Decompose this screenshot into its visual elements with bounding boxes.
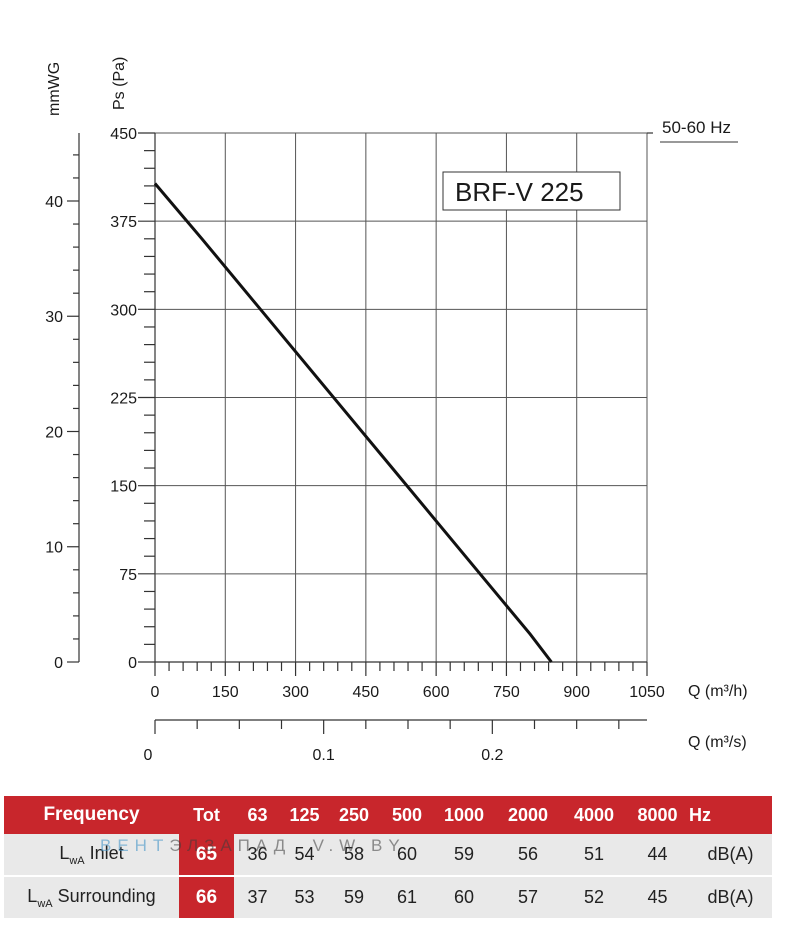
cell-surrounding-1000: 60 — [453, 887, 475, 907]
header-8000: 8000 — [637, 804, 678, 825]
axes — [67, 132, 653, 734]
cell-inlet-500: 60 — [396, 844, 418, 864]
cell-inlet-unit: dB(A) — [707, 844, 754, 864]
sound-power-table: Frequency Tot 63 125 250 500 1000 2000 4… — [4, 796, 772, 918]
x-tick-label: 600 — [423, 684, 450, 701]
header-250: 250 — [338, 804, 370, 825]
table-row-surrounding: LwA Surrounding 66 37 53 59 61 60 57 52 … — [4, 877, 772, 918]
cell-inlet-250: 58 — [343, 844, 365, 864]
grid — [155, 132, 648, 663]
model-label-box: BRF-V 225 — [442, 171, 621, 211]
header-unit-hz: Hz — [689, 804, 711, 825]
frequency-note-text: 50-60 Hz — [662, 118, 731, 137]
x-tick-label: 750 — [493, 684, 520, 701]
cell-inlet-125: 54 — [294, 844, 315, 864]
x-tick-label: 0 — [151, 684, 160, 701]
header-63: 63 — [247, 804, 268, 825]
cell-surrounding-2000: 57 — [517, 887, 539, 907]
x2-axis-title: Q (m³/s) — [688, 734, 747, 751]
pressure-curve-series — [153, 182, 553, 663]
x-axis-title: Q (m³/h) — [688, 683, 748, 700]
x-tick-label: 900 — [563, 684, 590, 701]
cell-inlet-tot: 65 — [179, 834, 234, 875]
x-tick-label: 450 — [353, 684, 380, 701]
frequency-note: 50-60 Hz — [660, 118, 738, 143]
header-500: 500 — [391, 804, 423, 825]
cell-surrounding-125: 53 — [294, 887, 315, 907]
y2-tick-label: 20 — [45, 424, 63, 441]
x2-tick-label: 0 — [144, 747, 153, 764]
y2-axis-title: mmWG — [46, 62, 63, 116]
header-2000: 2000 — [507, 804, 549, 825]
y2-tick-label: 30 — [45, 309, 63, 326]
y-tick-label: 375 — [110, 214, 137, 231]
cell-inlet-2000: 56 — [517, 844, 539, 864]
row-label-surrounding: LwA Surrounding — [27, 885, 156, 910]
cell-inlet-63: 36 — [247, 844, 268, 864]
y2-tick-label: 0 — [54, 655, 63, 672]
y-tick-label: 75 — [119, 567, 137, 584]
header-1000: 1000 — [443, 804, 485, 825]
x-tick-label: 1050 — [629, 684, 665, 701]
cell-surrounding-63: 37 — [247, 887, 268, 907]
y-tick-label: 300 — [110, 302, 137, 319]
chart-title: BRF-V 225 — [455, 177, 584, 207]
y-tick-label: 0 — [128, 655, 137, 672]
fan-curve-chart: 0 150 300 450 600 750 900 105007515022530037545… — [45, 57, 748, 764]
y2-tick-label: 40 — [45, 194, 63, 211]
y-tick-label: 450 — [110, 126, 137, 143]
row-label-inlet: LwA Inlet — [59, 842, 124, 867]
x2-tick-label: 0.1 — [313, 747, 335, 764]
header-125: 125 — [289, 804, 320, 825]
cell-surrounding-500: 61 — [396, 887, 418, 907]
cell-surrounding-4000: 52 — [583, 887, 605, 907]
cell-surrounding-unit: dB(A) — [707, 887, 754, 907]
cell-inlet-8000: 44 — [647, 844, 668, 864]
cell-surrounding-tot: 66 — [179, 877, 234, 918]
y2-tick-label: 10 — [45, 540, 63, 557]
y-axis-title: Ps (Pa) — [111, 57, 128, 110]
tick-labels: 0 150 300 450 600 750 900 105007515022530037545… — [45, 126, 665, 764]
x-tick-label: 150 — [212, 684, 239, 701]
cell-inlet-4000: 51 — [583, 844, 605, 864]
cell-surrounding-8000: 45 — [647, 887, 668, 907]
cell-surrounding-250: 59 — [343, 887, 365, 907]
x-tick-label: 300 — [282, 684, 309, 701]
table-header-row: Frequency Tot 63 125 250 500 1000 2000 4… — [4, 796, 772, 834]
header-tot: Tot — [193, 804, 220, 825]
cell-inlet-1000: 59 — [453, 844, 475, 864]
y-tick-label: 150 — [110, 479, 137, 496]
y-tick-label: 225 — [110, 391, 137, 408]
header-4000: 4000 — [573, 804, 615, 825]
x2-tick-label: 0.2 — [481, 747, 503, 764]
header-frequency: Frequency — [43, 804, 140, 825]
table-row-inlet: LwA Inlet 65 36 54 58 60 59 56 51 44 dB(… — [4, 834, 772, 875]
